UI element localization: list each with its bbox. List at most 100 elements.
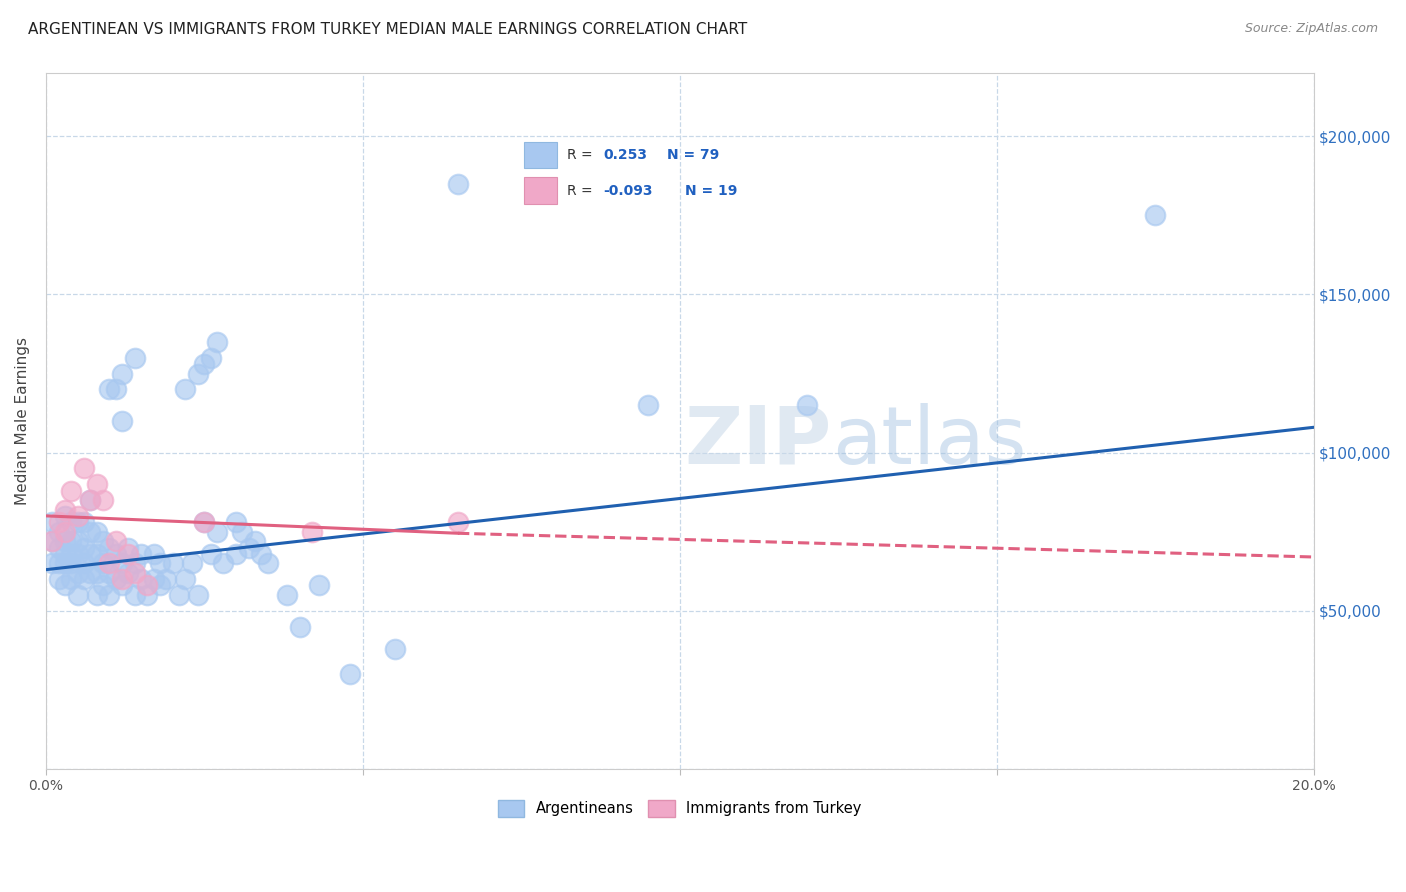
Point <box>48 524 70 539</box>
Point <box>136 578 159 592</box>
Point <box>91 534 114 549</box>
Point <box>149 578 172 592</box>
Point <box>200 547 222 561</box>
Point <box>86 588 108 602</box>
Point <box>66 566 89 580</box>
Point <box>243 534 266 549</box>
Point <box>117 566 139 580</box>
Point <box>60 572 83 586</box>
Point <box>796 398 818 412</box>
Point <box>174 382 197 396</box>
Point <box>339 667 361 681</box>
Point <box>155 572 177 586</box>
Point <box>86 547 108 561</box>
Text: -0.093: -0.093 <box>603 184 652 198</box>
Point <box>288 619 311 633</box>
Point <box>53 524 76 539</box>
Point <box>187 588 209 602</box>
Point <box>91 578 114 592</box>
Point <box>238 541 260 555</box>
Text: R =: R = <box>567 184 593 198</box>
Point <box>142 572 165 586</box>
Point <box>79 524 101 539</box>
Point <box>104 572 127 586</box>
Point <box>91 493 114 508</box>
Point <box>180 557 202 571</box>
Point <box>60 483 83 498</box>
Point <box>124 351 146 365</box>
Point <box>162 557 184 571</box>
Point <box>79 493 101 508</box>
Point <box>41 534 63 549</box>
Point <box>276 588 298 602</box>
Point <box>111 572 134 586</box>
Bar <box>524 178 557 204</box>
Point <box>98 541 121 555</box>
Point <box>86 566 108 580</box>
Point <box>53 534 76 549</box>
Point <box>66 508 89 523</box>
Point <box>104 547 127 561</box>
Point <box>79 547 101 561</box>
Point <box>187 367 209 381</box>
Point <box>111 367 134 381</box>
Point <box>225 515 247 529</box>
Point <box>167 588 190 602</box>
Y-axis label: Median Male Earnings: Median Male Earnings <box>15 337 30 505</box>
Point <box>124 588 146 602</box>
Point <box>174 572 197 586</box>
Point <box>205 524 228 539</box>
Point <box>193 357 215 371</box>
Point <box>384 641 406 656</box>
Point <box>41 515 63 529</box>
Point <box>117 547 139 561</box>
Text: ARGENTINEAN VS IMMIGRANTS FROM TURKEY MEDIAN MALE EARNINGS CORRELATION CHART: ARGENTINEAN VS IMMIGRANTS FROM TURKEY ME… <box>28 22 748 37</box>
Point <box>66 515 89 529</box>
Point <box>193 515 215 529</box>
Point <box>98 588 121 602</box>
Text: 0.253: 0.253 <box>603 148 647 162</box>
Point <box>111 557 134 571</box>
Point <box>48 572 70 586</box>
Point <box>447 177 470 191</box>
Text: ZIP: ZIP <box>685 403 832 481</box>
Point <box>117 541 139 555</box>
Point <box>48 541 70 555</box>
Text: R =: R = <box>567 148 593 162</box>
Point <box>98 382 121 396</box>
Point <box>41 557 63 571</box>
Point <box>60 534 83 549</box>
Point <box>136 588 159 602</box>
Point <box>91 557 114 571</box>
Bar <box>524 142 557 169</box>
Point <box>53 578 76 592</box>
Point <box>256 557 278 571</box>
Text: N = 19: N = 19 <box>685 184 738 198</box>
Point <box>98 566 121 580</box>
Point <box>124 557 146 571</box>
Point <box>447 515 470 529</box>
Point <box>104 382 127 396</box>
Point <box>129 572 152 586</box>
Point <box>60 557 83 571</box>
Point <box>53 502 76 516</box>
Point <box>73 461 96 475</box>
Point <box>79 566 101 580</box>
Point <box>48 557 70 571</box>
Legend: Argentineans, Immigrants from Turkey: Argentineans, Immigrants from Turkey <box>491 793 869 824</box>
Point <box>301 524 323 539</box>
Point <box>73 557 96 571</box>
Point <box>73 515 96 529</box>
Point <box>111 414 134 428</box>
Point <box>53 557 76 571</box>
Point <box>1144 208 1167 222</box>
Point <box>200 351 222 365</box>
Point <box>86 477 108 491</box>
Point <box>73 572 96 586</box>
Point <box>111 578 134 592</box>
Point <box>205 334 228 349</box>
Point <box>60 515 83 529</box>
Point <box>66 547 89 561</box>
Point <box>142 547 165 561</box>
Point <box>129 547 152 561</box>
